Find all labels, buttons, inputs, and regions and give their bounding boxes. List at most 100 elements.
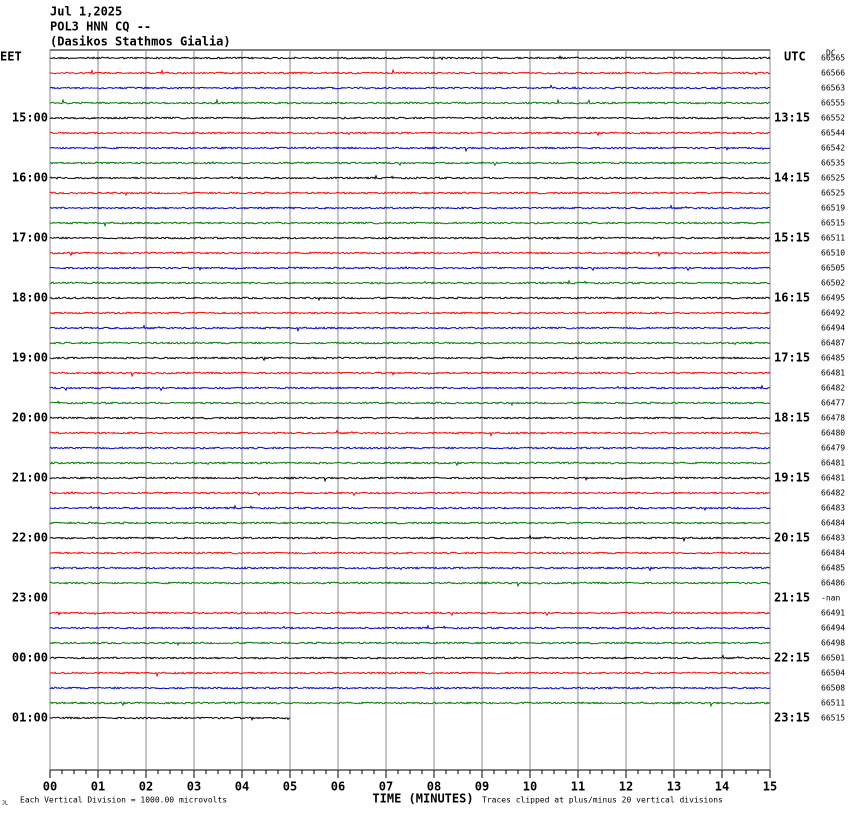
x-tick-label: 12	[619, 780, 633, 794]
trace	[49, 504, 771, 512]
scale-note: Each Vertical Division = 1000.00 microvo…	[20, 796, 227, 805]
trace	[49, 491, 771, 497]
dc-value: 66483	[821, 534, 845, 543]
x-tick-label: 14	[715, 780, 729, 794]
x-tick-label: 00	[43, 780, 57, 794]
dc-value: 66544	[821, 129, 845, 138]
dc-value: 66515	[821, 219, 845, 228]
left-time-label: 23:00	[12, 591, 48, 605]
dc-value: 66480	[821, 429, 845, 438]
dc-value: 66491	[821, 609, 845, 618]
x-tick-label: 11	[571, 780, 585, 794]
left-time-label: 01:00	[12, 711, 48, 725]
x-axis-label: TIME (MINUTES)	[372, 792, 473, 806]
x-tick-label: 08	[427, 780, 441, 794]
dc-value: 66494	[821, 324, 845, 333]
trace	[49, 266, 771, 272]
trace	[49, 461, 771, 467]
x-tick-label: 15	[763, 780, 777, 794]
trace	[49, 221, 771, 228]
trace	[49, 68, 771, 76]
left-time-label: 17:00	[12, 231, 48, 245]
dc-value: 66515	[821, 714, 845, 723]
trace	[49, 146, 771, 153]
trace	[49, 161, 771, 167]
dc-value: 66501	[821, 654, 845, 663]
dc-label: DC	[826, 49, 836, 58]
x-tick-label: 03	[187, 780, 201, 794]
x-tick-label: 05	[283, 780, 297, 794]
trace	[49, 131, 771, 137]
trace	[49, 686, 771, 691]
dc-value: 66498	[821, 639, 845, 648]
dc-value: 66535	[821, 159, 845, 168]
dc-value: 66485	[821, 564, 845, 573]
dc-value: 66484	[821, 549, 845, 558]
trace	[49, 611, 771, 617]
trace	[49, 521, 771, 525]
right-zone: UTC	[784, 50, 806, 64]
dc-value: 66542	[821, 144, 845, 153]
left-time-label: 21:00	[12, 471, 48, 485]
trace	[49, 84, 771, 90]
x-tick-label: 04	[235, 780, 249, 794]
left-zone: EET	[0, 50, 22, 64]
left-time-label: 00:00	[12, 651, 48, 665]
dc-value: 66563	[821, 84, 845, 93]
trace	[49, 400, 771, 407]
trace	[49, 551, 771, 555]
dc-value: 66495	[821, 294, 845, 303]
x-tick-label: 06	[331, 780, 345, 794]
dc-value: 66511	[821, 699, 845, 708]
dc-value: 66484	[821, 519, 845, 528]
x-tick-label: 01	[91, 780, 105, 794]
right-time-label: 18:15	[774, 411, 810, 425]
trace	[49, 624, 771, 630]
dc-value: 66487	[821, 339, 845, 348]
left-time-label: 16:00	[12, 171, 48, 185]
dc-value: 66565	[821, 54, 845, 63]
dc-value: 66482	[821, 384, 845, 393]
dc-value: 66494	[821, 624, 845, 633]
header-line: Jul 1,2025	[50, 5, 122, 19]
trace	[49, 701, 771, 708]
dc-value: 66510	[821, 249, 845, 258]
trace	[49, 384, 770, 392]
dc-value: 66525	[821, 174, 845, 183]
dc-value: 66481	[821, 474, 845, 483]
x-tick-label: 10	[523, 780, 537, 794]
dc-value: 66566	[821, 69, 845, 78]
trace	[49, 236, 771, 241]
dc-value: 66479	[821, 444, 845, 453]
trace	[49, 97, 771, 105]
right-time-label: 20:15	[774, 531, 810, 545]
dc-value: 66477	[821, 399, 845, 408]
trace	[50, 654, 771, 660]
header-line: POL3 HNN CQ --	[50, 20, 151, 34]
trace	[49, 429, 771, 438]
trace	[49, 296, 771, 302]
trace	[49, 671, 771, 678]
right-time-label: 21:15	[774, 591, 810, 605]
dc-value: 66511	[821, 234, 845, 243]
dc-value: -nan	[821, 594, 840, 603]
trace	[49, 116, 771, 120]
dc-value: 66492	[821, 309, 845, 318]
corner-mark: JL	[2, 801, 8, 807]
trace	[49, 566, 771, 572]
trace	[49, 356, 771, 362]
trace	[49, 416, 771, 420]
trace	[49, 476, 771, 483]
trace	[49, 324, 771, 333]
x-tick-label: 13	[667, 780, 681, 794]
dc-value: 66505	[821, 264, 845, 273]
dc-value: 66486	[821, 579, 845, 588]
dc-value: 66483	[821, 504, 845, 513]
dc-value: 66519	[821, 204, 845, 213]
trace	[49, 371, 771, 378]
right-time-label: 15:15	[774, 231, 810, 245]
dc-value: 66482	[821, 489, 845, 498]
trace	[49, 446, 771, 450]
right-time-label: 23:15	[774, 711, 810, 725]
trace	[49, 716, 291, 721]
